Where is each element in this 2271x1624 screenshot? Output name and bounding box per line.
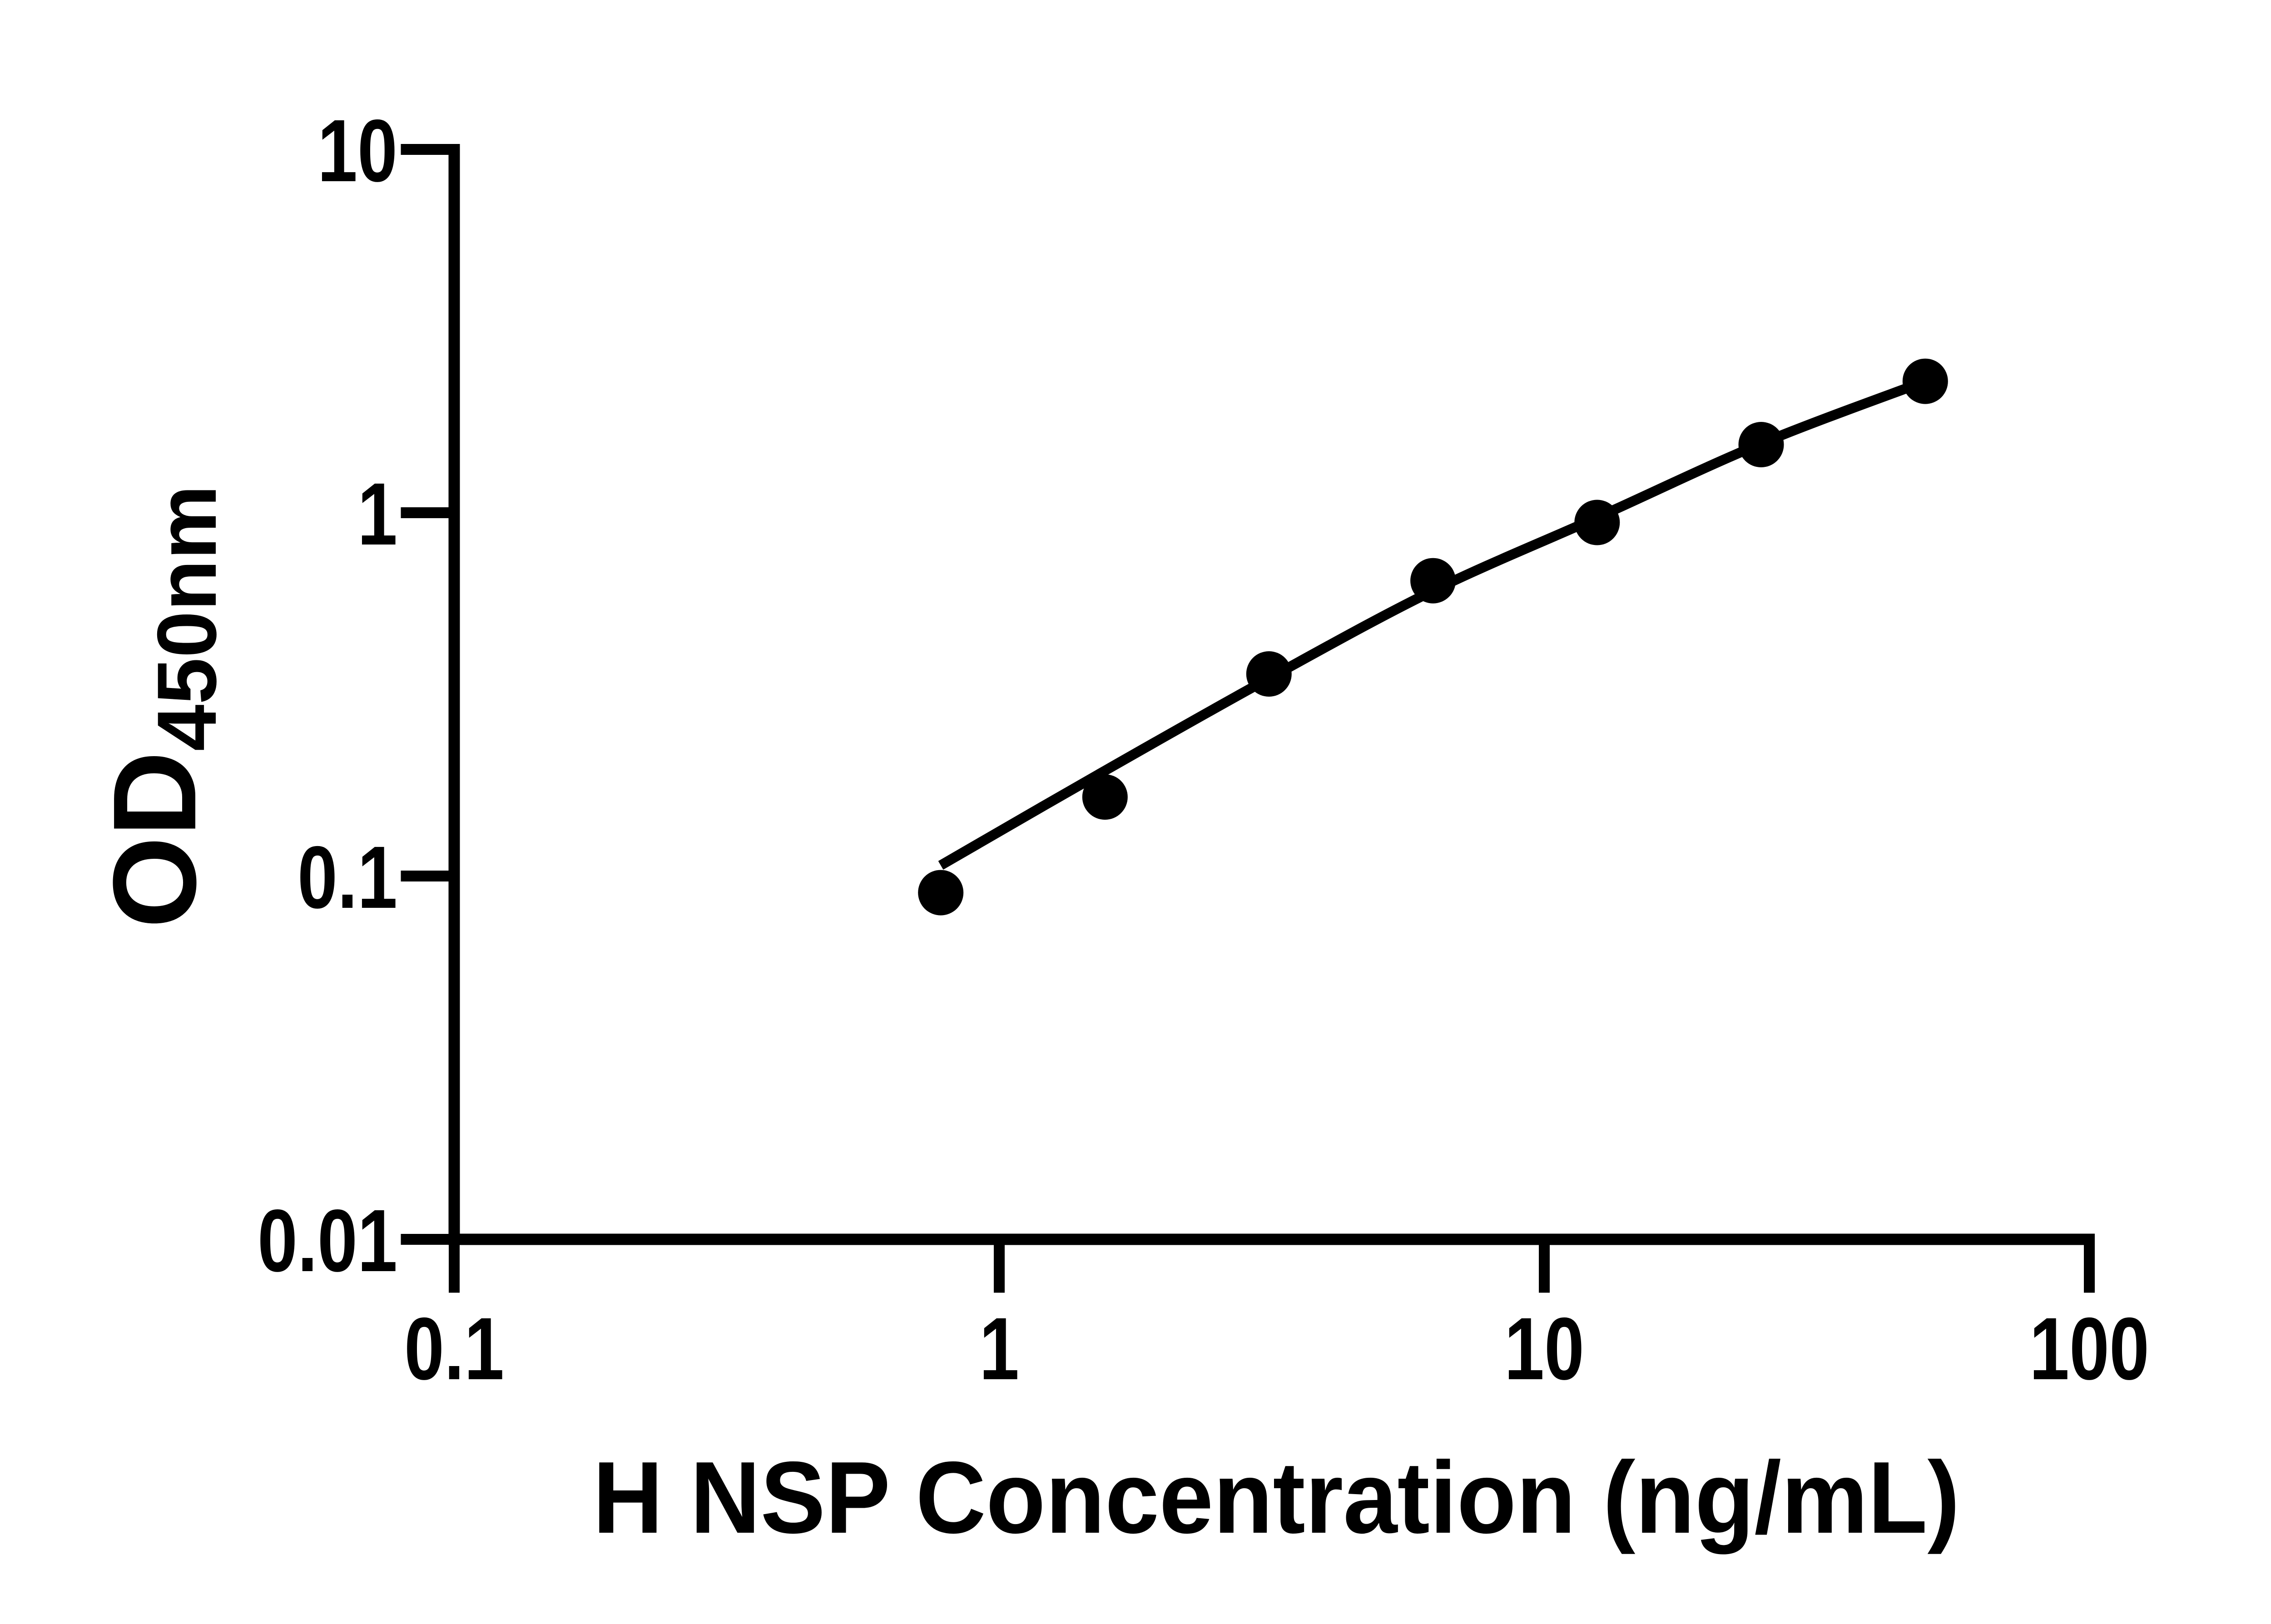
data-point-6 — [1738, 422, 1784, 467]
y-tick-label-0.1: 0.1 — [298, 828, 397, 927]
y-tick-label-0.01: 0.01 — [258, 1191, 397, 1290]
x-tick-label-0.1: 0.1 — [404, 1299, 504, 1398]
data-point-4 — [1410, 558, 1456, 604]
data-point-3 — [1246, 651, 1292, 697]
y-tick-label-1: 1 — [357, 465, 397, 564]
x-tick-label-10: 10 — [1504, 1299, 1584, 1398]
y-axis-title-subscript: 450nm — [140, 485, 234, 751]
y-axis-title-main: OD — [89, 751, 221, 928]
data-point-7 — [1902, 358, 1948, 404]
data-point-2 — [1082, 774, 1128, 820]
y-tick-label-10: 10 — [317, 101, 397, 200]
y-axis-title: OD450nm — [89, 485, 234, 928]
data-point-5 — [1574, 500, 1620, 545]
x-tick-label-1: 1 — [979, 1299, 1019, 1398]
x-tick-label-100: 100 — [2029, 1299, 2149, 1398]
data-point-1 — [918, 870, 964, 916]
x-axis-title: H NSP Concentration (ng/mL) — [593, 1440, 1960, 1555]
